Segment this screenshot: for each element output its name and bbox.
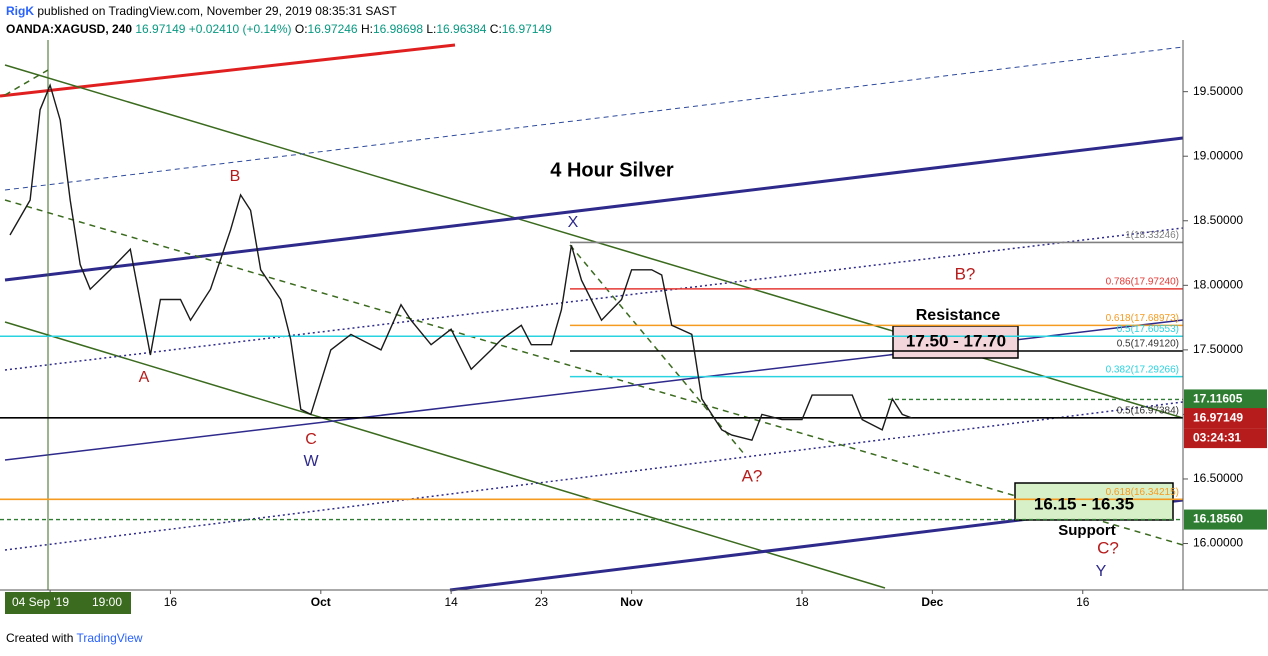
y-tick-label: 19.00000: [1193, 148, 1243, 162]
low: 16.96384: [436, 22, 487, 36]
wave-label: A?: [742, 466, 763, 485]
price-label: 16.18560: [1193, 512, 1243, 526]
y-tick-label: 18.00000: [1193, 277, 1243, 291]
wave-label: Y: [1096, 563, 1107, 580]
change: +0.02410 (+0.14%): [188, 22, 292, 36]
level-label: 0.5(16.97384): [1117, 405, 1179, 416]
publish-line: RigK published on TradingView.com, Novem…: [6, 4, 397, 18]
wave-label: A: [139, 369, 150, 386]
trendline: [4, 199, 1184, 546]
wave-label: C?: [1097, 538, 1119, 557]
symbol-line: OANDA:XAGUSD, 240 16.97149 +0.02410 (+0.…: [6, 22, 552, 36]
chart-title: 4 Hour Silver: [550, 159, 674, 181]
y-tick-label: 18.50000: [1193, 213, 1243, 227]
author[interactable]: RigK: [6, 4, 34, 18]
y-tick-label: 17.50000: [1193, 342, 1243, 356]
wave-label: C: [305, 431, 317, 448]
resistance-range: 17.50 - 17.70: [906, 331, 1006, 350]
wave-label: B?: [955, 264, 976, 283]
open: 16.97246: [307, 22, 358, 36]
last: 16.97149: [135, 22, 186, 36]
trendline: [4, 136, 1184, 282]
brand[interactable]: TradingView: [76, 631, 143, 645]
support-box: [1014, 482, 1174, 521]
support-label: Support: [1058, 522, 1116, 539]
level-label: 0.786(17.97240): [1106, 277, 1179, 288]
price-line: [9, 83, 913, 442]
trendline: [4, 401, 1184, 551]
symbol: OANDA:XAGUSD, 240: [6, 22, 133, 36]
trendline: [4, 321, 886, 589]
footer: Created with TradingView: [6, 631, 143, 645]
c-label: C:: [489, 22, 502, 36]
trendline: [4, 69, 49, 96]
x-tick-label: 04 Sep '19: [12, 595, 69, 609]
countdown-box: [1184, 428, 1267, 449]
y-tick-label: 19.50000: [1193, 84, 1243, 98]
price-label: 17.11605: [1193, 392, 1243, 406]
price-label: 16.97149: [1193, 410, 1243, 424]
price-label-box: [1184, 389, 1267, 410]
x-tick-label: 18: [795, 595, 809, 609]
l-label: L:: [426, 22, 437, 36]
resistance-box: [892, 325, 1019, 359]
wave-label: X: [568, 214, 579, 231]
trendline: [4, 64, 1184, 419]
trendline: [0, 43, 456, 98]
trendline: [569, 244, 746, 456]
o-label: O:: [294, 22, 308, 36]
x-tick-label: 16: [1076, 595, 1090, 609]
crosshair-time: 19:00: [92, 595, 122, 609]
x-tick-label: 16: [164, 595, 178, 609]
x-tick-label: Oct: [311, 595, 331, 609]
resistance-label: Resistance: [916, 307, 1001, 324]
crosshair-date-box: [5, 592, 131, 614]
level-label: 1(18.33246): [1125, 230, 1179, 241]
level-label: 0.618(16.34215): [1106, 487, 1179, 498]
price-label-box: [1184, 509, 1267, 530]
created-with: Created with: [6, 631, 74, 645]
level-label: 0.382(17.29266): [1106, 364, 1179, 375]
countdown: 03:24:31: [1193, 430, 1241, 444]
x-tick-label: Nov: [620, 595, 643, 609]
y-tick-label: 16.50000: [1193, 471, 1243, 485]
support-range: 16.15 - 16.35: [1034, 494, 1134, 513]
level-label: 0.5(17.60553): [1117, 324, 1179, 335]
y-tick-label: 16.00000: [1193, 536, 1243, 550]
x-tick-label: Dec: [921, 595, 943, 609]
level-label: 0.5(17.49120): [1117, 339, 1179, 350]
x-tick-label: 23: [535, 595, 549, 609]
annotations: B A C W X B? A? C? Y Resistance 17.50 - …: [139, 168, 1134, 580]
chart: 1(18.33246) 0.786(17.97240) 0.618(17.68973…: [0, 40, 1268, 614]
levels: 1(18.33246) 0.786(17.97240) 0.618(17.68973…: [0, 83, 1183, 521]
level-label: 0.618(17.68973): [1106, 313, 1179, 324]
wave-label: B: [230, 168, 241, 185]
wave-label: W: [303, 453, 319, 470]
x-tick-label: 14: [444, 595, 458, 609]
h-label: H:: [360, 22, 373, 36]
high: 16.98698: [372, 22, 424, 36]
published: published on TradingView.com, November 2…: [37, 4, 397, 18]
close: 16.97149: [501, 22, 552, 36]
price-label-box: [1184, 408, 1267, 429]
drawings: [0, 40, 1184, 592]
